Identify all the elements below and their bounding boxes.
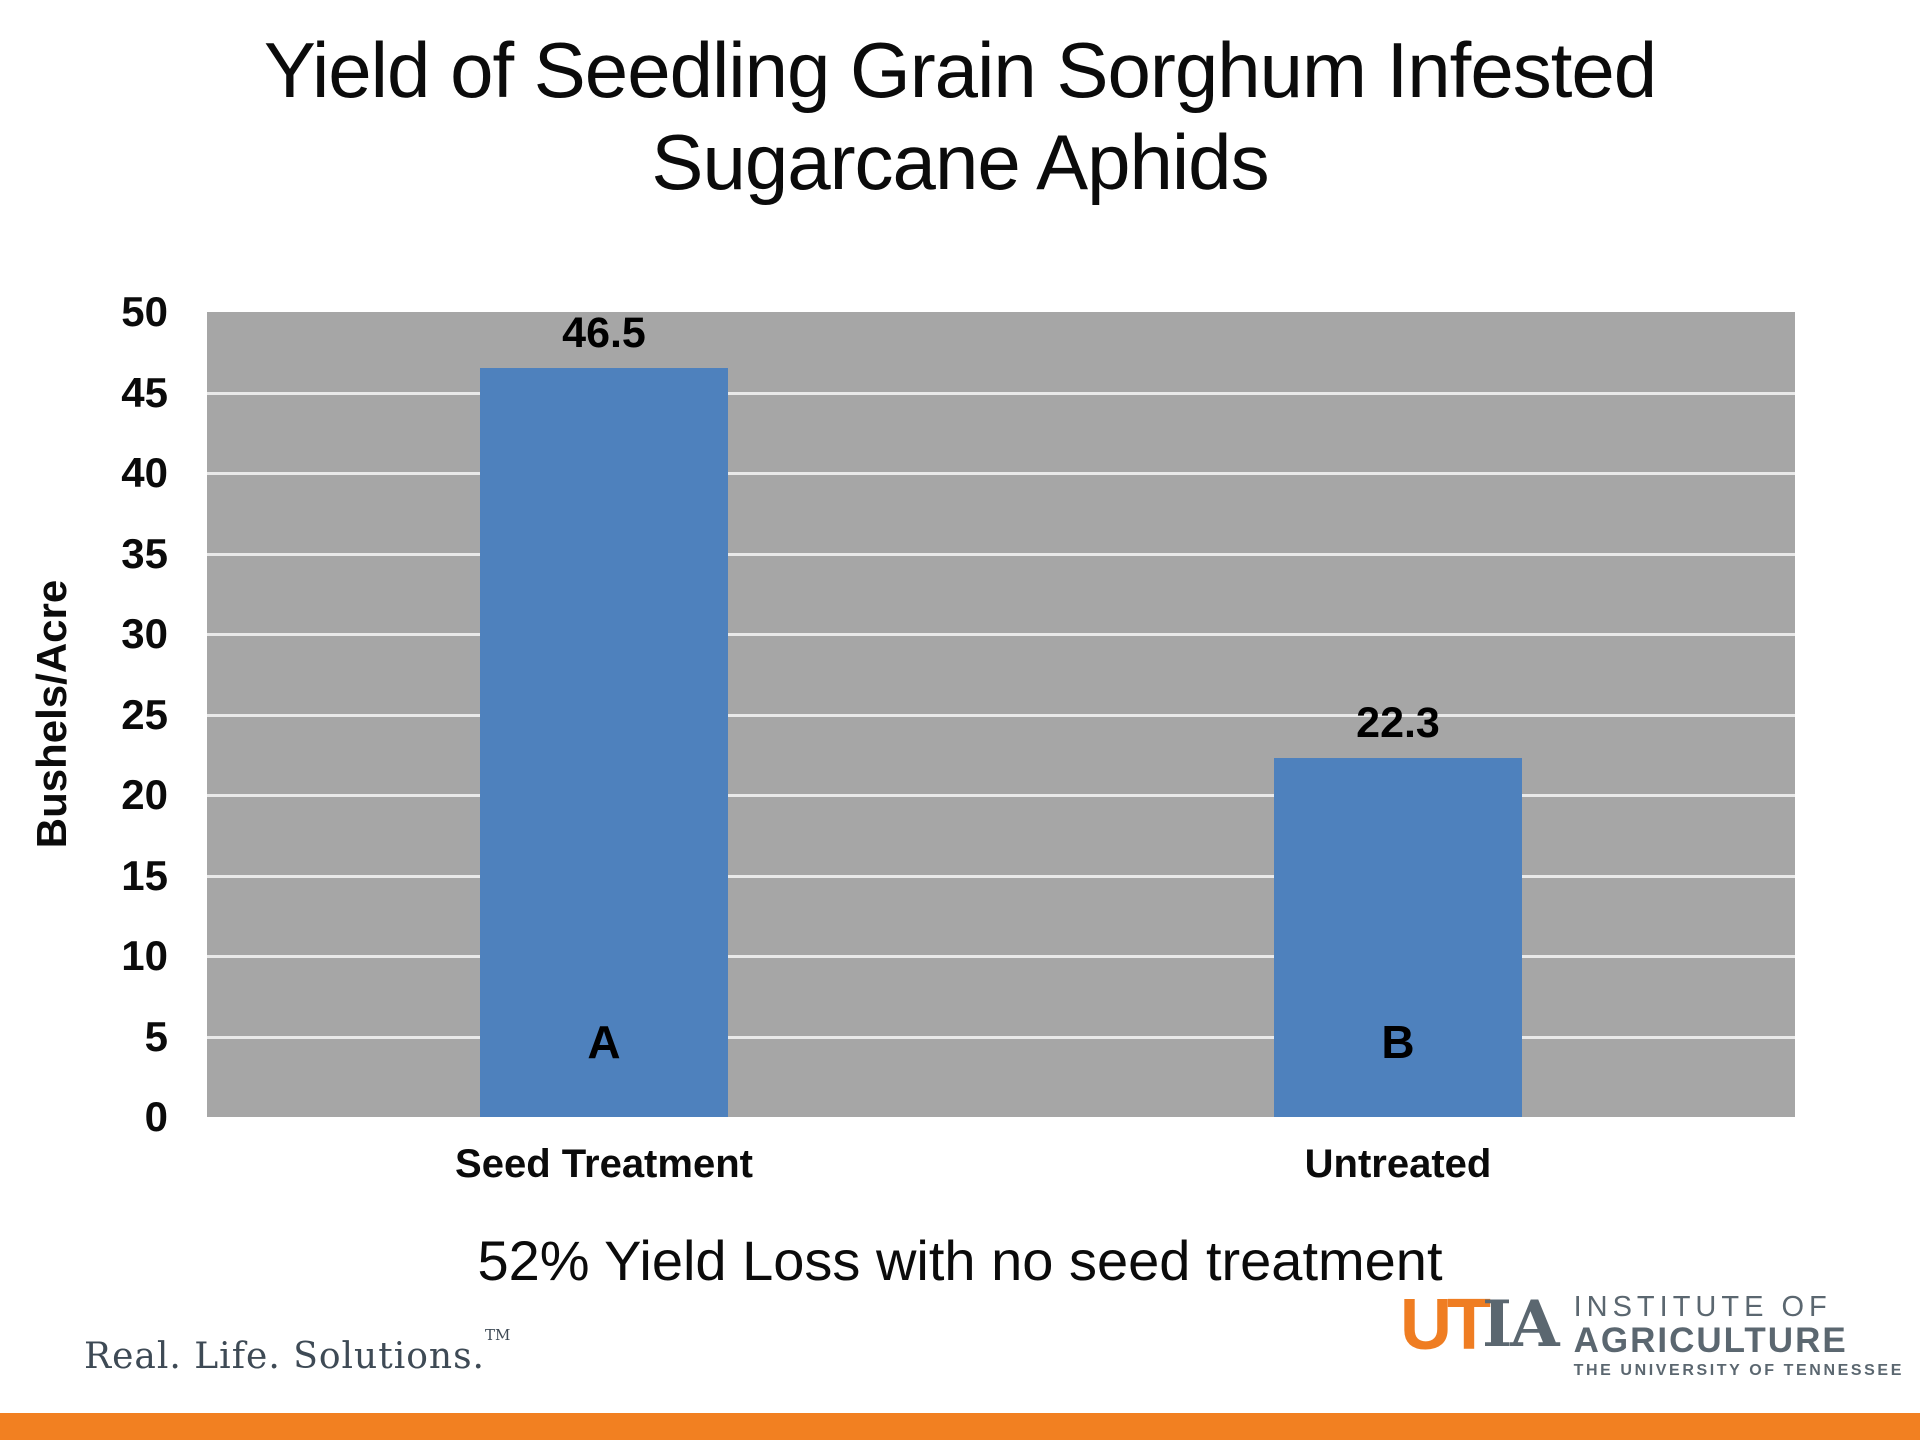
y-tick-label: 25 [121, 690, 168, 738]
y-tick-label: 45 [121, 368, 168, 416]
bar-value-label: 22.3 [1356, 698, 1440, 747]
chart-title: Yield of Seedling Grain Sorghum Infested… [0, 24, 1920, 208]
ut-logo-letters: UT [1400, 1285, 1491, 1365]
y-axis-ticks: 0 5 10 15 20 25 30 35 40 45 50 [40, 288, 168, 1140]
y-tick-label: 30 [121, 610, 168, 657]
gridline [207, 391, 1795, 395]
bottom-accent-bar [0, 1413, 1920, 1440]
footer-tagline-text: Real. Life. Solutions. [84, 1336, 486, 1377]
y-tick-label: 40 [121, 449, 168, 496]
y-tick-label: 15 [121, 851, 168, 899]
y-tick-label: 5 [144, 1012, 168, 1060]
bar-untreated: B [1274, 757, 1522, 1117]
logo-institute-of: INSTITUTE OF [1573, 1291, 1832, 1323]
bar-seed-treatment: A [480, 368, 728, 1117]
gridline [207, 794, 1795, 797]
logo-agriculture: AGRICULTURE [1573, 1321, 1848, 1360]
chart-title-line-1: Yield of Seedling Grain Sorghum Infested [263, 26, 1657, 114]
caption-text: 52% Yield Loss with no seed treatment [477, 1229, 1443, 1292]
chart-title-line-2: Sugarcane Aphids [651, 118, 1269, 206]
x-axis-labels: Seed Treatment Untreated [207, 1142, 1795, 1202]
footer-tagline: Real. Life. Solutions.TM [84, 1326, 510, 1377]
logo-wordmark: INSTITUTE OF AGRICULTURE THE UNIVERSITY … [1574, 1292, 1904, 1380]
gridline [207, 955, 1795, 958]
trademark-symbol: TM [485, 1326, 511, 1344]
x-category-label: Untreated [1304, 1142, 1492, 1186]
bar-value-label: 46.5 [562, 309, 646, 358]
gridline [207, 874, 1795, 878]
ia-logo-letters: IA [1481, 1287, 1560, 1362]
gridline [207, 633, 1795, 636]
y-tick-label: 10 [121, 932, 168, 979]
bar-letter: B [1381, 1016, 1415, 1068]
bar-letter: A [587, 1016, 621, 1068]
gridline [207, 713, 1795, 717]
gridline [207, 472, 1795, 475]
y-tick-label: 20 [121, 771, 168, 818]
x-category-label: Seed Treatment [455, 1142, 753, 1186]
gridline [207, 1035, 1795, 1039]
utia-logo: UT IA INSTITUTE OF AGRICULTURE THE UNIVE… [1400, 1285, 1904, 1380]
gridline [207, 552, 1795, 556]
y-tick-label: 50 [121, 288, 168, 335]
logo-university-of-tennessee: THE UNIVERSITY OF TENNESSEE [1573, 1362, 1904, 1379]
y-tick-label: 0 [144, 1093, 168, 1140]
y-tick-label: 35 [121, 529, 168, 577]
plot-area: A 46.5 B 22.3 [207, 309, 1795, 1117]
